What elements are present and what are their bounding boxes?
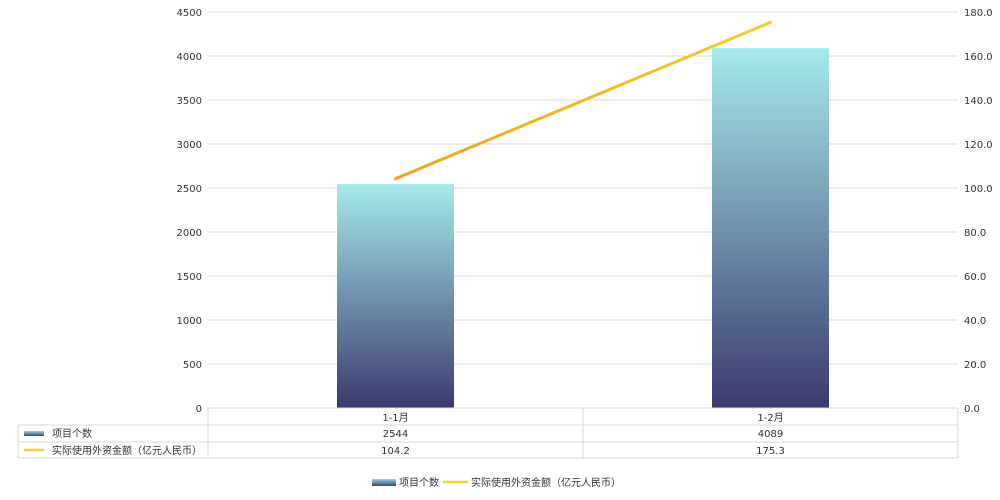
left-tick-label: 3500 [177,96,202,107]
table-row-label: 实际使用外资金额（亿元人民币） [52,444,202,457]
right-tick-label: 40.0 [964,316,986,327]
legend: 项目个数 实际使用外资金额（亿元人民币） [372,476,621,489]
table-row-label: 项目个数 [52,427,92,440]
left-tick-label: 0 [196,404,202,415]
bar [337,184,454,408]
table-cell: 2544 [383,429,408,440]
right-tick-label: 20.0 [964,360,986,371]
line-point [395,178,396,180]
table-cell: 175.3 [756,446,785,457]
left-axis: 0 500 1000 1500 2000 2500 3000 3500 4000 4500 [177,8,202,415]
left-tick-label: 500 [183,360,202,371]
right-tick-label: 140.0 [964,96,993,107]
legend-label-line: 实际使用外资金额（亿元人民币） [471,476,621,489]
right-tick-label: 100.0 [964,184,993,195]
right-tick-label: 80.0 [964,228,986,239]
line-series [394,20,772,181]
gridlines [208,11,958,409]
table-row: 实际使用外资金额（亿元人民币） [24,444,202,457]
series-line [394,20,772,181]
category-label: 1-1月 [382,412,408,424]
left-tick-label: 4500 [177,8,202,19]
left-tick-label: 1500 [177,272,202,283]
bar-legend-swatch [24,431,44,436]
right-tick-label: 160.0 [964,52,993,63]
legend-label-bar: 项目个数 [399,476,439,489]
data-table: 1-1月 1-2月 项目个数 实际使用外资金额（亿元人民币） 2544 4089 10… [17,407,959,459]
legend-bar-swatch [372,479,396,486]
left-tick-label: 3000 [177,140,202,151]
bar-series [337,48,829,408]
right-tick-label: 0.0 [964,404,980,415]
left-tick-label: 2500 [177,184,202,195]
right-axis: 0.0 20.0 40.0 60.0 80.0 100.0 120.0 140.0 160.0 1… [964,8,993,415]
table-cell: 4089 [758,429,783,440]
table-row: 项目个数 [24,427,92,440]
right-tick-label: 120.0 [964,140,993,151]
table-cell: 104.2 [381,446,410,457]
category-label: 1-2月 [757,412,783,424]
bar [712,48,829,408]
left-tick-label: 4000 [177,52,202,63]
right-tick-label: 180.0 [964,8,993,19]
left-tick-label: 2000 [177,228,202,239]
left-tick-label: 1000 [177,316,202,327]
right-tick-label: 60.0 [964,272,986,283]
line-point [770,21,771,23]
